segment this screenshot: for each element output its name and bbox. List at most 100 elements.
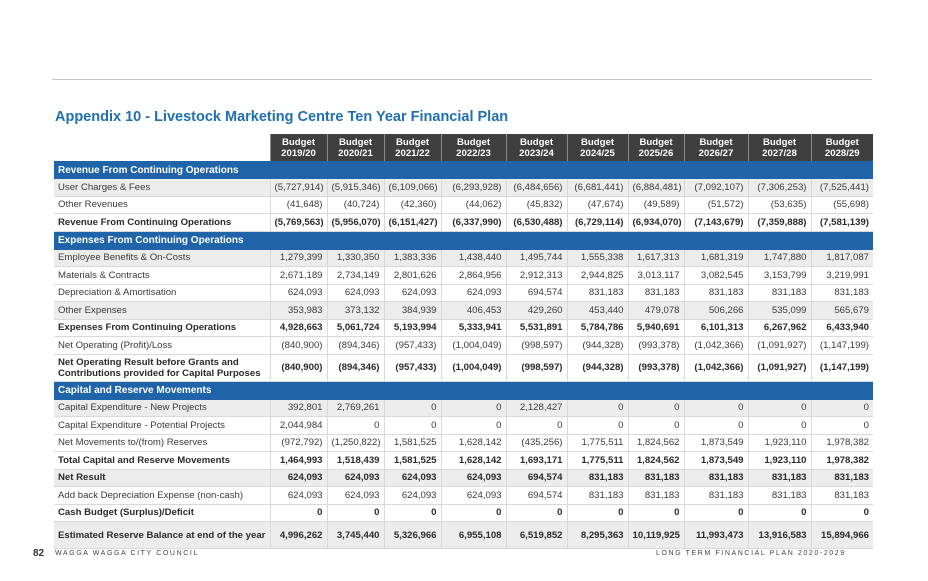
row-label: Other Revenues [54, 196, 270, 214]
value-cell: 11,993,473 [683, 521, 748, 549]
value-cell: (49,589) [627, 196, 684, 214]
value-cell: 13,916,583 [747, 521, 811, 549]
column-header-label: Budget [762, 136, 797, 148]
value-cell: 3,219,991 [810, 266, 873, 285]
value-cell: (6,729,114) [566, 213, 628, 232]
table-row: Net Operating Result before Grants and C… [54, 354, 873, 382]
value-cell: (7,143,679) [683, 213, 748, 232]
value-cell: (998,597) [505, 354, 567, 382]
value-cell: 0 [810, 416, 873, 435]
value-cell: 0 [269, 504, 327, 522]
value-cell: 1,873,549 [683, 434, 748, 452]
row-label: Materials & Contracts [54, 266, 270, 285]
value-cell: 624,093 [383, 469, 441, 487]
value-cell: 831,183 [683, 469, 748, 487]
value-cell: 1,518,439 [326, 451, 384, 470]
column-header-label: Budget [699, 136, 733, 148]
column-header-year: 2020/21 [338, 147, 373, 159]
top-divider [52, 79, 872, 80]
value-cell: 1,824,562 [627, 451, 684, 470]
value-cell: (1,091,927) [747, 336, 811, 355]
column-header-year: 2021/22 [395, 147, 430, 159]
value-cell: (957,433) [383, 354, 441, 382]
table-row: Expenses From Continuing Operations 4,928… [54, 319, 873, 337]
value-cell: 1,279,399 [269, 249, 327, 267]
value-cell: 5,061,724 [326, 319, 384, 337]
value-cell: 0 [383, 399, 441, 417]
value-cell: 3,082,545 [683, 266, 748, 285]
header-blank-cell [54, 134, 270, 161]
value-cell: 0 [440, 399, 506, 417]
column-header: Budget 2024/25 [566, 134, 628, 161]
value-cell: (957,433) [383, 336, 441, 355]
row-label: Other Expenses [54, 301, 270, 320]
value-cell: 831,183 [683, 284, 748, 302]
value-cell: 1,824,562 [627, 434, 684, 452]
table-row: User Charges & Fees (5,727,914) (5,915,346… [54, 179, 873, 197]
row-label: Cash Budget (Surplus)/Deficit [54, 504, 270, 522]
value-cell: 8,295,363 [566, 521, 628, 549]
value-cell: 831,183 [566, 469, 628, 487]
value-cell: 373,132 [326, 301, 384, 320]
value-cell: 624,093 [440, 284, 506, 302]
value-cell: 831,183 [627, 284, 684, 302]
table-row: Net Movements to/(from) Reserves (972,792… [54, 434, 873, 452]
column-header-label: Budget [338, 136, 373, 148]
value-cell: (7,581,139) [810, 213, 873, 232]
row-label: Net Operating Result before Grants and C… [54, 354, 270, 382]
value-cell: 1,775,511 [566, 434, 628, 452]
value-cell: 5,784,786 [566, 319, 628, 337]
value-cell: (1,042,366) [683, 336, 748, 355]
column-header-label: Budget [395, 136, 430, 148]
row-label: Employee Benefits & On-Costs [54, 249, 270, 267]
column-header: Budget 2023/24 [505, 134, 567, 161]
table-row: Total Capital and Reserve Movements 1,464… [54, 451, 873, 470]
value-cell: (6,337,990) [440, 213, 506, 232]
value-cell: 831,183 [747, 284, 811, 302]
value-cell: 5,940,691 [627, 319, 684, 337]
column-header-label: Budget [456, 136, 491, 148]
value-cell: 0 [627, 504, 684, 522]
value-cell: 6,519,852 [505, 521, 567, 549]
value-cell: 1,581,525 [383, 434, 441, 452]
value-cell: (51,572) [683, 196, 748, 214]
value-cell: (1,004,049) [440, 354, 506, 382]
value-cell: 1,775,511 [566, 451, 628, 470]
section-heading: Expenses From Continuing Operations [54, 231, 873, 250]
value-cell: (944,328) [566, 336, 628, 355]
value-cell: (1,250,822) [326, 434, 384, 452]
table-body: Revenue From Continuing Operations User C… [54, 161, 873, 549]
value-cell: 2,864,956 [440, 266, 506, 285]
value-cell: 506,266 [683, 301, 748, 320]
value-cell: 429,260 [505, 301, 567, 320]
column-header-label: Budget [580, 136, 615, 148]
value-cell: 6,101,313 [683, 319, 748, 337]
column-header: Budget 2020/21 [326, 134, 384, 161]
value-cell: 0 [566, 399, 628, 417]
value-cell: 831,183 [747, 486, 811, 505]
row-label: Add back Depreciation Expense (non-cash) [54, 486, 270, 505]
column-header: Budget 2026/27 [683, 134, 748, 161]
row-label: Net Operating (Profit)/Loss [54, 336, 270, 355]
value-cell: 1,495,744 [505, 249, 567, 267]
value-cell: 624,093 [383, 284, 441, 302]
row-label: Estimated Reserve Balance at end of the … [54, 521, 270, 549]
column-header: Budget 2019/20 [269, 134, 327, 161]
value-cell: 392,801 [269, 399, 327, 417]
column-header-label: Budget [825, 136, 859, 148]
value-cell: 0 [440, 416, 506, 435]
value-cell: (894,346) [326, 336, 384, 355]
value-cell: 1,923,110 [747, 451, 811, 470]
row-label: Capital Expenditure - Potential Projects [54, 416, 270, 435]
value-cell: 624,093 [440, 469, 506, 487]
column-header-year: 2028/29 [824, 147, 860, 159]
value-cell: 1,873,549 [683, 451, 748, 470]
value-cell: 2,944,825 [566, 266, 628, 285]
row-label: User Charges & Fees [54, 179, 270, 197]
value-cell: 0 [747, 416, 811, 435]
value-cell: (840,900) [269, 336, 327, 355]
value-cell: 1,923,110 [747, 434, 811, 452]
column-header: Budget 2028/29 [810, 134, 873, 161]
value-cell: (42,360) [383, 196, 441, 214]
value-cell: 0 [326, 416, 384, 435]
